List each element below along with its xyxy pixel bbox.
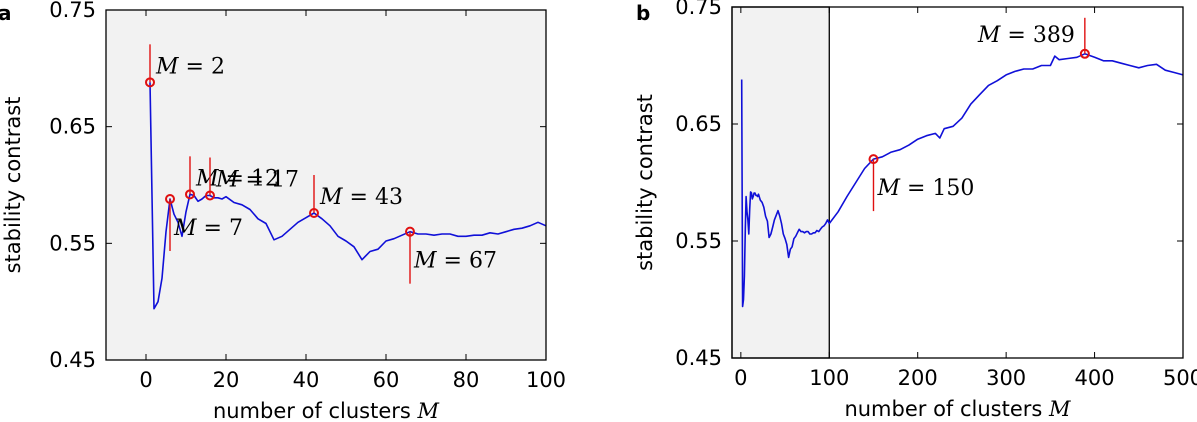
annotation-label: M = 43: [319, 185, 403, 210]
x-tick-label: 0: [734, 366, 747, 390]
x-tick-label: 200: [898, 366, 938, 390]
x-tick-label: 0: [139, 368, 152, 392]
y-tick-label: 0.75: [675, 0, 722, 19]
y-tick-label: 0.65: [49, 115, 96, 139]
x-axis-label: number of clusters M: [844, 397, 1071, 421]
annotation-marker: [405, 226, 415, 237]
annotation-label: M = 389: [977, 23, 1075, 48]
y-axis-label: stability contrast: [1, 97, 25, 274]
x-tick-label: 20: [213, 368, 240, 392]
panel-a: 0 20 40 60 80 100 0.45 0.55 0.65 0.75 M = 2 M = 7 M …: [0, 0, 566, 422]
x-axis-label: number of clusters M: [213, 399, 440, 422]
y-tick-label: 0.75: [49, 0, 96, 22]
annotation-label: M = 12: [195, 166, 279, 191]
plot-frame: [105, 9, 547, 361]
panel-letter: b: [636, 1, 650, 25]
panel-b: 0 100 200 300 400 500 0.45 0.55 0.65 0.75 M = 150 M…: [633, 0, 1197, 421]
y-axis-label: stability contrast: [633, 94, 657, 271]
annotation-label: M = 2: [155, 54, 225, 79]
x-tick-label: 80: [453, 368, 480, 392]
series-line: [740, 52, 1184, 308]
y-tick-label: 0.55: [49, 231, 96, 255]
y-tick-label: 0.65: [675, 112, 722, 136]
panel-letter: a: [0, 1, 12, 25]
annotation-label: M = 67: [413, 249, 497, 274]
y-tick-label: 0.45: [675, 346, 722, 370]
x-tick-label: 500: [1163, 366, 1197, 390]
annotation-marker: [145, 77, 155, 88]
annotation-label: M = 17: [215, 168, 299, 193]
annotation-label: M = 150: [876, 176, 974, 201]
annotation-marker: [309, 208, 319, 218]
zoom-region: [731, 6, 830, 359]
plot-frame: [731, 6, 1184, 359]
x-tick-label: 100: [526, 368, 566, 392]
x-tick-label: 60: [373, 368, 400, 392]
x-tick-label: 100: [809, 366, 849, 390]
x-tick-label: 300: [986, 366, 1026, 390]
x-tick-label: 400: [1075, 366, 1115, 390]
annotation-marker: [205, 190, 215, 201]
plot-background: [106, 10, 546, 360]
annotation-label: M = 7: [173, 216, 243, 241]
annotation-marker: [165, 194, 175, 204]
x-tick-label: 40: [293, 368, 320, 392]
annotation-marker: [868, 154, 879, 165]
annotation-marker: [185, 189, 195, 200]
y-tick-label: 0.55: [675, 229, 722, 253]
y-tick-label: 0.45: [49, 348, 96, 372]
annotation-marker: [1079, 48, 1090, 59]
